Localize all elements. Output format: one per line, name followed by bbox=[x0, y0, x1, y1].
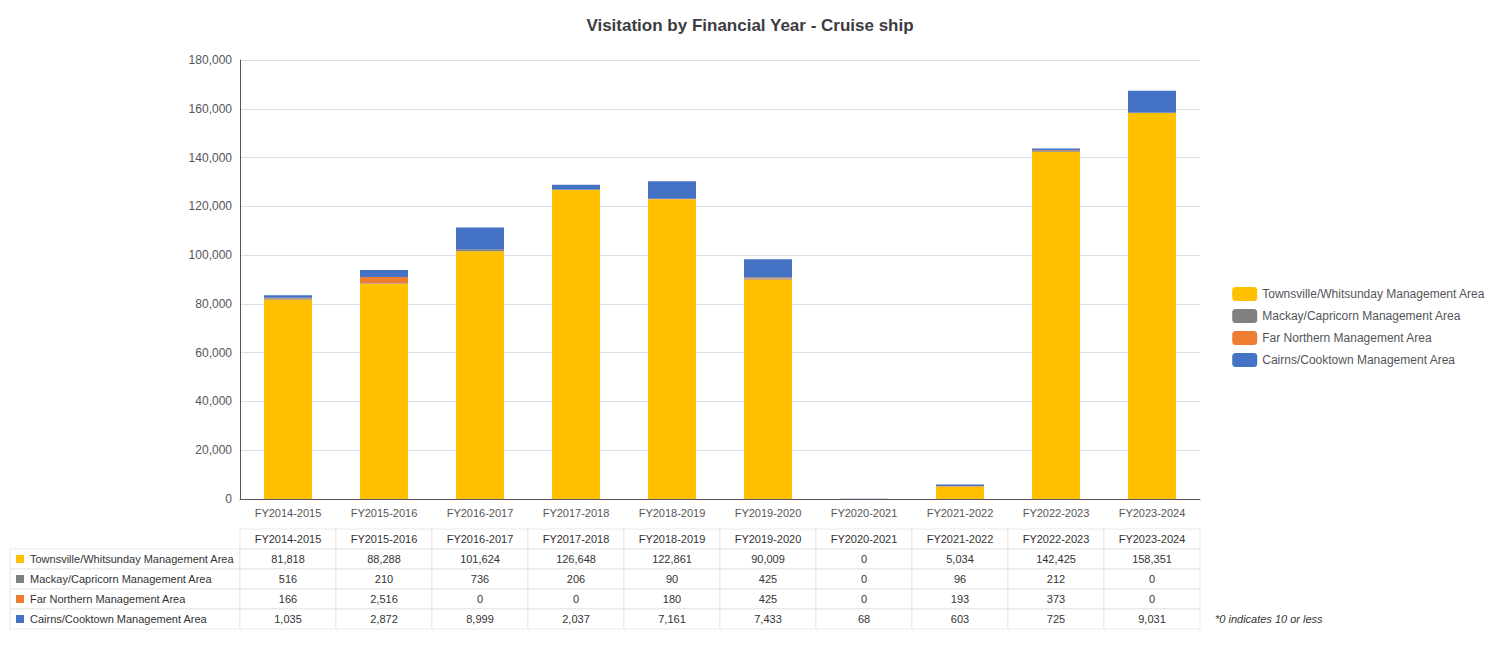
svg-text:90: 90 bbox=[666, 573, 678, 585]
svg-text:2,872: 2,872 bbox=[370, 613, 398, 625]
svg-text:96: 96 bbox=[954, 573, 966, 585]
svg-text:Cairns/Cooktown Management Are: Cairns/Cooktown Management Area bbox=[1262, 353, 1455, 367]
svg-text:Mackay/Capricorn Management Ar: Mackay/Capricorn Management Area bbox=[1262, 309, 1460, 323]
svg-text:90,009: 90,009 bbox=[751, 553, 785, 565]
svg-text:212: 212 bbox=[1047, 573, 1065, 585]
svg-text:FY2014-2015: FY2014-2015 bbox=[255, 533, 322, 545]
svg-text:2,516: 2,516 bbox=[370, 593, 398, 605]
svg-text:8,999: 8,999 bbox=[466, 613, 494, 625]
svg-text:*0 indicates 10 or less: *0 indicates 10 or less bbox=[1215, 613, 1323, 625]
svg-text:7,433: 7,433 bbox=[754, 613, 782, 625]
svg-text:81,818: 81,818 bbox=[271, 553, 305, 565]
svg-text:0: 0 bbox=[861, 593, 867, 605]
svg-text:1,035: 1,035 bbox=[274, 613, 302, 625]
svg-text:FY2019-2020: FY2019-2020 bbox=[735, 507, 802, 519]
svg-text:Visitation by Financial Year -: Visitation by Financial Year - Cruise sh… bbox=[586, 16, 913, 35]
svg-text:120,000: 120,000 bbox=[189, 199, 233, 213]
svg-text:101,624: 101,624 bbox=[460, 553, 500, 565]
svg-text:20,000: 20,000 bbox=[195, 443, 232, 457]
svg-text:9,031: 9,031 bbox=[1138, 613, 1166, 625]
svg-text:FY2018-2019: FY2018-2019 bbox=[639, 533, 706, 545]
svg-text:0: 0 bbox=[573, 593, 579, 605]
svg-text:5,034: 5,034 bbox=[946, 553, 974, 565]
svg-text:373: 373 bbox=[1047, 593, 1065, 605]
svg-text:Cairns/Cooktown Management Are: Cairns/Cooktown Management Area bbox=[30, 613, 208, 625]
svg-text:0: 0 bbox=[861, 573, 867, 585]
svg-text:603: 603 bbox=[951, 613, 969, 625]
svg-text:Far Northern Management Area: Far Northern Management Area bbox=[30, 593, 186, 605]
svg-text:180: 180 bbox=[663, 593, 681, 605]
svg-text:Mackay/Capricorn Management Ar: Mackay/Capricorn Management Area bbox=[30, 573, 212, 585]
svg-text:FY2023-2024: FY2023-2024 bbox=[1119, 533, 1186, 545]
svg-text:425: 425 bbox=[759, 573, 777, 585]
svg-text:160,000: 160,000 bbox=[189, 102, 233, 116]
svg-text:FY2017-2018: FY2017-2018 bbox=[543, 507, 610, 519]
svg-text:FY2020-2021: FY2020-2021 bbox=[831, 507, 898, 519]
svg-text:FY2021-2022: FY2021-2022 bbox=[927, 507, 994, 519]
svg-text:736: 736 bbox=[471, 573, 489, 585]
svg-text:FY2014-2015: FY2014-2015 bbox=[255, 507, 322, 519]
svg-text:88,288: 88,288 bbox=[367, 553, 401, 565]
svg-text:FY2015-2016: FY2015-2016 bbox=[351, 533, 418, 545]
svg-text:7,161: 7,161 bbox=[658, 613, 686, 625]
svg-text:Far Northern Management Area: Far Northern Management Area bbox=[1262, 331, 1432, 345]
svg-text:Townsville/Whitsunday Manageme: Townsville/Whitsunday Management Area bbox=[30, 553, 234, 565]
svg-text:80,000: 80,000 bbox=[195, 297, 232, 311]
svg-text:FY2022-2023: FY2022-2023 bbox=[1023, 507, 1090, 519]
svg-text:100,000: 100,000 bbox=[189, 248, 233, 262]
svg-text:122,861: 122,861 bbox=[652, 553, 692, 565]
svg-text:210: 210 bbox=[375, 573, 393, 585]
svg-text:FY2021-2022: FY2021-2022 bbox=[927, 533, 994, 545]
svg-text:158,351: 158,351 bbox=[1132, 553, 1172, 565]
svg-text:193: 193 bbox=[951, 593, 969, 605]
svg-text:68: 68 bbox=[858, 613, 870, 625]
svg-text:60,000: 60,000 bbox=[195, 346, 232, 360]
svg-text:FY2016-2017: FY2016-2017 bbox=[447, 533, 514, 545]
svg-text:0: 0 bbox=[1149, 593, 1155, 605]
svg-text:206: 206 bbox=[567, 573, 585, 585]
svg-text:126,648: 126,648 bbox=[556, 553, 596, 565]
svg-text:FY2023-2024: FY2023-2024 bbox=[1119, 507, 1186, 519]
svg-text:425: 425 bbox=[759, 593, 777, 605]
svg-text:FY2022-2023: FY2022-2023 bbox=[1023, 533, 1090, 545]
svg-text:FY2015-2016: FY2015-2016 bbox=[351, 507, 418, 519]
svg-text:0: 0 bbox=[477, 593, 483, 605]
svg-text:0: 0 bbox=[861, 553, 867, 565]
svg-text:140,000: 140,000 bbox=[189, 151, 233, 165]
svg-text:0: 0 bbox=[1149, 573, 1155, 585]
svg-text:FY2020-2021: FY2020-2021 bbox=[831, 533, 898, 545]
svg-text:FY2017-2018: FY2017-2018 bbox=[543, 533, 610, 545]
svg-text:Townsville/Whitsunday Manageme: Townsville/Whitsunday Management Area bbox=[1262, 287, 1484, 301]
svg-text:166: 166 bbox=[279, 593, 297, 605]
svg-text:FY2018-2019: FY2018-2019 bbox=[639, 507, 706, 519]
svg-text:FY2019-2020: FY2019-2020 bbox=[735, 533, 802, 545]
svg-text:40,000: 40,000 bbox=[195, 394, 232, 408]
svg-text:725: 725 bbox=[1047, 613, 1065, 625]
svg-text:FY2016-2017: FY2016-2017 bbox=[447, 507, 514, 519]
svg-text:516: 516 bbox=[279, 573, 297, 585]
svg-text:2,037: 2,037 bbox=[562, 613, 590, 625]
svg-text:0: 0 bbox=[225, 492, 232, 506]
svg-text:142,425: 142,425 bbox=[1036, 553, 1076, 565]
svg-text:180,000: 180,000 bbox=[189, 53, 233, 67]
